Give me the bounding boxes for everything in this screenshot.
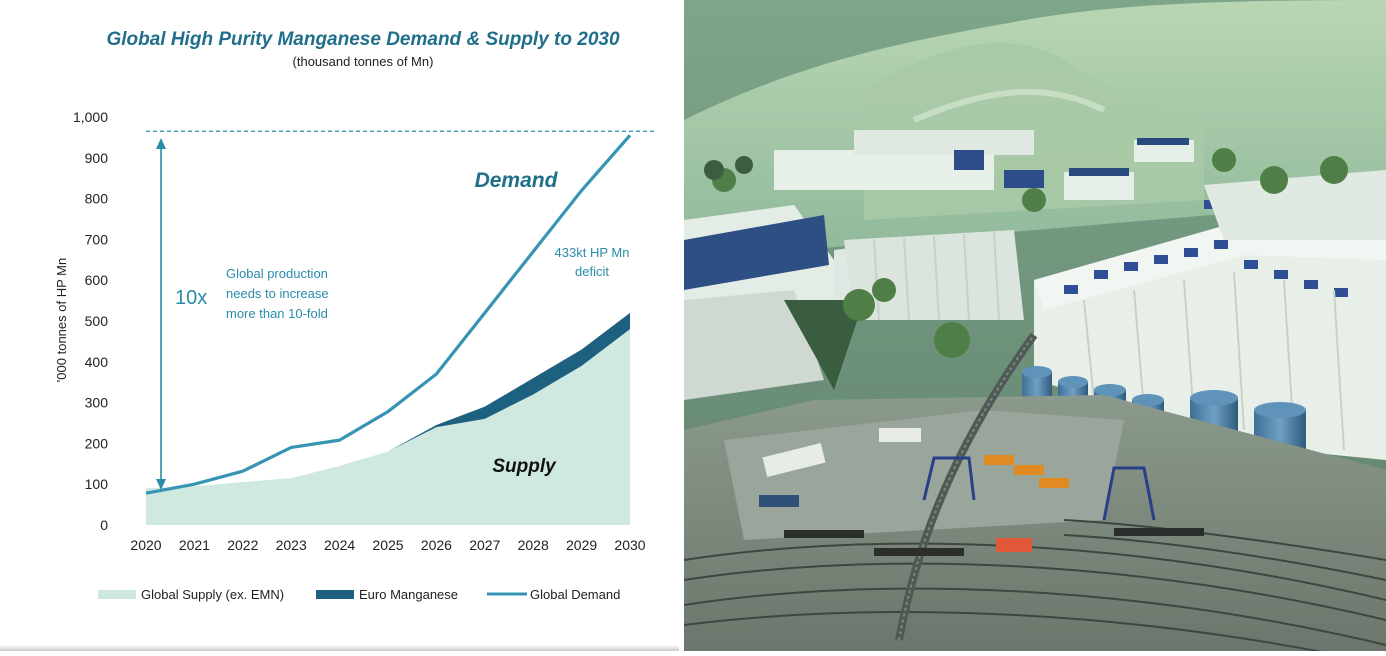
deficit-note-line-1: 433kt HP Mn bbox=[555, 245, 630, 260]
hp-manganese-chart: Global High Purity Manganese Demand & Su… bbox=[0, 0, 679, 651]
legend-swatch-global-supply bbox=[98, 590, 136, 599]
y-tick-label: 100 bbox=[85, 476, 109, 492]
growth-note-line-1: Global production bbox=[226, 266, 328, 281]
y-tick-label: 200 bbox=[85, 435, 109, 451]
y-tick-label: 300 bbox=[85, 395, 109, 411]
x-tick-label: 2028 bbox=[518, 537, 549, 553]
y-tick-label: 700 bbox=[85, 231, 109, 247]
chart-title: Global High Purity Manganese Demand & Su… bbox=[106, 29, 620, 50]
x-tick-label: 2026 bbox=[421, 537, 452, 553]
growth-note-line-3: more than 10-fold bbox=[226, 306, 328, 321]
x-tick-label: 2021 bbox=[179, 537, 210, 553]
chart-subtitle: (thousand tonnes of Mn) bbox=[293, 54, 434, 69]
x-tick-label: 2030 bbox=[614, 537, 645, 553]
legend-label-global-supply: Global Supply (ex. EMN) bbox=[141, 587, 284, 602]
demand-label: Demand bbox=[475, 169, 559, 192]
y-tick-label: 900 bbox=[85, 150, 109, 166]
deficit-note-line-2: deficit bbox=[575, 264, 609, 279]
x-tick-label: 2027 bbox=[469, 537, 500, 553]
legend-label-euro-manganese: Euro Manganese bbox=[359, 587, 458, 602]
y-tick-label: 1,000 bbox=[73, 109, 108, 125]
y-axis-label: '000 tonnes of HP Mn bbox=[54, 258, 69, 382]
industrial-facility-illustration bbox=[684, 0, 1386, 651]
x-tick-label: 2020 bbox=[130, 537, 161, 553]
x-tick-label: 2023 bbox=[276, 537, 307, 553]
legend-swatch-euro-manganese bbox=[316, 590, 354, 599]
y-tick-label: 500 bbox=[85, 313, 109, 329]
x-tick-label: 2024 bbox=[324, 537, 355, 553]
legend-label-global-demand: Global Demand bbox=[530, 587, 620, 602]
area-global-supply bbox=[146, 329, 630, 525]
growth-note-line-2: needs to increase bbox=[226, 286, 329, 301]
mine-site-rendering bbox=[684, 0, 1386, 651]
y-tick-label: 800 bbox=[85, 191, 109, 207]
x-tick-label: 2025 bbox=[372, 537, 403, 553]
y-tick-label: 600 bbox=[85, 272, 109, 288]
supply-label: Supply bbox=[492, 456, 557, 477]
y-tick-label: 400 bbox=[85, 354, 109, 370]
x-tick-label: 2022 bbox=[227, 537, 258, 553]
y-tick-label: 0 bbox=[100, 517, 108, 533]
multiplier-label: 10x bbox=[175, 287, 207, 309]
growth-arrow bbox=[156, 138, 166, 490]
x-tick-label: 2029 bbox=[566, 537, 597, 553]
chart-panel: Global High Purity Manganese Demand & Su… bbox=[0, 0, 679, 651]
